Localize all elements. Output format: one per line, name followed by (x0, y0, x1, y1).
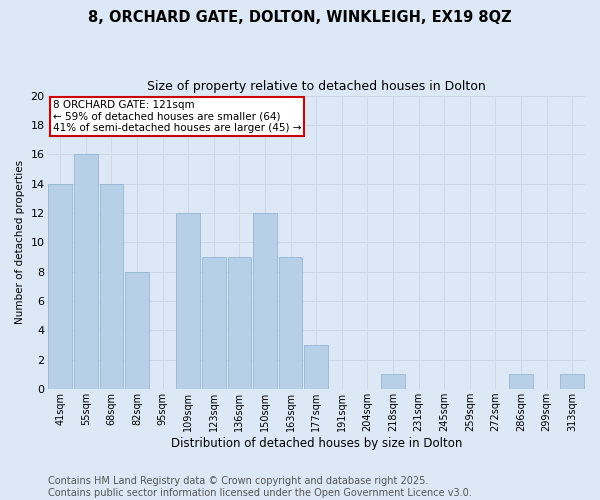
Bar (202, 257, 226, 389)
Bar (227, 257, 251, 389)
X-axis label: Distribution of detached houses by size in Dolton: Distribution of detached houses by size … (170, 437, 462, 450)
Bar (74, 154, 98, 389)
Bar (125, 272, 149, 389)
Bar (560, 374, 584, 389)
Bar (253, 213, 277, 389)
Bar (100, 184, 123, 389)
Bar (304, 345, 328, 389)
Text: 8, ORCHARD GATE, DOLTON, WINKLEIGH, EX19 8QZ: 8, ORCHARD GATE, DOLTON, WINKLEIGH, EX19… (88, 10, 512, 25)
Bar (509, 374, 533, 389)
Y-axis label: Number of detached properties: Number of detached properties (15, 160, 25, 324)
Bar (279, 257, 302, 389)
Title: Size of property relative to detached houses in Dolton: Size of property relative to detached ho… (147, 80, 485, 93)
Text: 8 ORCHARD GATE: 121sqm
← 59% of detached houses are smaller (64)
41% of semi-det: 8 ORCHARD GATE: 121sqm ← 59% of detached… (53, 100, 301, 133)
Bar (176, 213, 200, 389)
Bar (381, 374, 405, 389)
Bar (49, 184, 72, 389)
Text: Contains HM Land Registry data © Crown copyright and database right 2025.
Contai: Contains HM Land Registry data © Crown c… (48, 476, 472, 498)
